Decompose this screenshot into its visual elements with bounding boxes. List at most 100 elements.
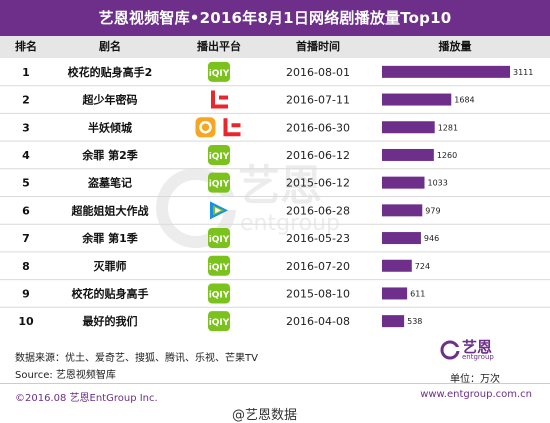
iqiyi-icon: iQIY bbox=[208, 144, 230, 165]
iqiyi-icon-bg bbox=[208, 283, 230, 304]
iqiyi-icon-bg bbox=[208, 144, 230, 165]
iqiyi-icon: iQIY bbox=[208, 311, 230, 332]
tencent-icon-front bbox=[215, 207, 221, 214]
bar-value-label: 538 bbox=[407, 317, 422, 326]
letv-icon-shape bbox=[211, 90, 228, 109]
bar bbox=[382, 315, 405, 328]
bar bbox=[382, 93, 452, 106]
table-header: 排名 剧名 播出平台 首播时间 播放量 bbox=[0, 36, 550, 58]
footer-divider bbox=[0, 383, 550, 384]
premiere-date: 2016-06-30 bbox=[286, 121, 350, 134]
drama-name: 超能姐姐大作战 bbox=[71, 203, 149, 217]
table-row: 10 最好的我们 iQIY 2016-04-08 538 bbox=[18, 311, 422, 332]
bar-value-label: 611 bbox=[410, 289, 425, 298]
iqiyi-icon-glyph: iQIY bbox=[209, 263, 230, 273]
iqiyi-icon-bg bbox=[208, 228, 230, 249]
iqiyi-icon-bg bbox=[208, 255, 230, 276]
letv-icon-bar bbox=[219, 95, 228, 100]
header-platform: 播出平台 bbox=[197, 40, 241, 53]
iqiyi-icon: iQIY bbox=[208, 61, 230, 82]
bar-value-label: 1684 bbox=[454, 96, 474, 105]
bar bbox=[382, 176, 425, 189]
table-row: 1 校花的贴身高手2 iQIY 2016-08-01 3111 bbox=[0, 61, 550, 87]
rank-label: 9 bbox=[22, 287, 30, 300]
bar bbox=[382, 121, 435, 134]
watermark-ring bbox=[156, 168, 236, 248]
copyright: ©2016.08 艺恩EntGroup Inc. bbox=[15, 393, 158, 404]
rank-label: 4 bbox=[22, 149, 30, 162]
table-row: 9 校花的贴身高手 iQIY 2015-08-10 611 bbox=[0, 283, 550, 308]
premiere-date: 2016-07-11 bbox=[286, 94, 350, 107]
header-date: 首播时间 bbox=[296, 40, 340, 53]
iqiyi-icon: iQIY bbox=[208, 228, 230, 249]
brand-sub: entgroup bbox=[462, 353, 494, 361]
rank-label: 8 bbox=[22, 260, 30, 273]
unit-label: 单位：万次 bbox=[450, 374, 500, 385]
premiere-date: 2016-08-01 bbox=[286, 66, 350, 79]
drama-name: 半妖倾城 bbox=[88, 120, 132, 134]
watermark-sub: entgroup bbox=[240, 211, 340, 236]
bar-value-label: 946 bbox=[424, 234, 439, 243]
table-row: 8 灭罪师 iQIY 2016-07-20 724 bbox=[0, 255, 550, 281]
bar-value-label: 724 bbox=[415, 262, 430, 271]
youku-icon bbox=[195, 117, 216, 138]
premiere-date: 2016-05-23 bbox=[286, 232, 350, 245]
iqiyi-icon-glyph: iQIY bbox=[209, 290, 230, 300]
iqiyi-icon-glyph: iQIY bbox=[209, 152, 230, 162]
premiere-date: 2016-06-28 bbox=[286, 204, 350, 217]
rank-label: 1 bbox=[22, 66, 30, 79]
drama-name: 最好的我们 bbox=[83, 314, 138, 328]
brand-name: 艺恩 bbox=[462, 338, 493, 356]
drama-name: 余罪 第2季 bbox=[81, 148, 138, 162]
iqiyi-icon-glyph: iQIY bbox=[209, 180, 230, 190]
drama-name: 灭罪师 bbox=[93, 259, 127, 273]
website-link[interactable]: www.entgroup.com.cn bbox=[420, 389, 532, 400]
rank-label: 2 bbox=[22, 94, 30, 107]
table-row: 2 超少年密码 2016-07-11 1684 bbox=[0, 90, 550, 114]
header-rank: 排名 bbox=[15, 40, 37, 53]
drama-name: 余罪 第1季 bbox=[81, 231, 138, 245]
rank-label: 10 bbox=[18, 315, 34, 328]
rank-label: 3 bbox=[22, 121, 30, 134]
table-row: 5 盗墓笔记 iQIY 2015-06-12 1033 bbox=[0, 172, 550, 197]
drama-name: 盗墓笔记 bbox=[88, 176, 132, 190]
tencent-video-icon bbox=[210, 201, 228, 220]
youku-icon-ring bbox=[199, 121, 212, 134]
table-row: 4 余罪 第2季 iQIY 2016-06-12 1260 bbox=[0, 144, 550, 170]
drama-name: 超少年密码 bbox=[82, 93, 138, 107]
iqiyi-icon-bg bbox=[208, 61, 230, 82]
bar bbox=[382, 259, 412, 272]
bar-value-label: 3111 bbox=[513, 68, 533, 77]
header-drama: 剧名 bbox=[99, 40, 121, 53]
weibo-watermark: @艺恩数据 bbox=[232, 408, 298, 423]
bar-value-label: 979 bbox=[425, 206, 440, 215]
iqiyi-icon: iQIY bbox=[208, 172, 230, 193]
source-label: 数据来源：优土、爱奇艺、搜狐、腾讯、乐视、芒果TV bbox=[15, 353, 258, 364]
table-row: 3 半妖倾城 2016-06-30 1281 bbox=[0, 117, 550, 142]
bar-value-label: 1260 bbox=[437, 151, 457, 160]
iqiyi-icon: iQIY bbox=[208, 283, 230, 304]
source-en: Source: 艺恩视频智库 bbox=[15, 370, 116, 381]
letv-icon-shape bbox=[223, 118, 241, 137]
iqiyi-icon-glyph: iQIY bbox=[209, 318, 230, 328]
bar bbox=[382, 65, 510, 78]
bar bbox=[382, 232, 421, 245]
bar bbox=[382, 287, 408, 300]
letv-icon bbox=[223, 118, 241, 137]
premiere-date: 2016-06-12 bbox=[286, 149, 350, 162]
iqiyi-icon-glyph: iQIY bbox=[209, 69, 230, 79]
premiere-date: 2016-04-08 bbox=[286, 315, 350, 328]
youku-icon-bg bbox=[195, 117, 216, 138]
table-row: 7 余罪 第1季 iQIY 2016-05-23 946 bbox=[0, 228, 550, 253]
entgroup-logo: 艺恩 entgroup bbox=[440, 336, 512, 364]
bar-value-label: 1033 bbox=[428, 179, 448, 188]
iqiyi-icon-bg bbox=[208, 311, 230, 332]
premiere-date: 2015-08-10 bbox=[286, 287, 350, 300]
iqiyi-icon: iQIY bbox=[208, 255, 230, 276]
premiere-date: 2015-06-12 bbox=[286, 177, 350, 190]
chart-title: 艺恩视频智库•2016年8月1日网络剧播放量Top10 bbox=[0, 0, 550, 36]
drama-name: 校花的贴身高手2 bbox=[68, 65, 153, 79]
rank-label: 6 bbox=[22, 204, 30, 217]
